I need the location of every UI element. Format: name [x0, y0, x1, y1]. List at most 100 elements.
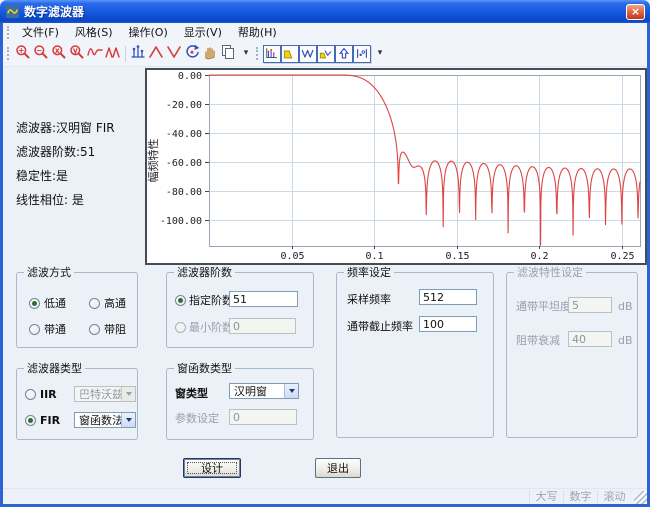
export-up-button[interactable]	[335, 43, 353, 65]
group-delay-button[interactable]	[317, 43, 335, 65]
wave-cursor-button[interactable]	[86, 43, 104, 65]
pan-hand-icon	[202, 44, 218, 63]
menu-file[interactable]: 文件(F)	[22, 26, 59, 39]
group-filter-mode: 滤波方式 低通 高通 带通 带阻	[16, 266, 138, 348]
radio-highpass-label: 高通	[104, 297, 126, 310]
toolbar-gripper	[7, 47, 10, 60]
fir-method-value: 窗函数法	[79, 414, 123, 427]
exit-button[interactable]: 退出	[315, 458, 361, 478]
cutoff-freq-label: 通带截止频率	[347, 320, 413, 333]
menu-help[interactable]: 帮助(H)	[237, 26, 277, 39]
menu-bar: 文件(F) 风格(S) 操作(O) 显示(V) 帮助(H)	[3, 23, 647, 41]
menu-view[interactable]: 显示(V)	[183, 26, 222, 39]
attenuation-label: 阻带衰减	[516, 334, 560, 347]
status-caps: 大写	[529, 490, 563, 503]
status-scroll: 滚动	[597, 490, 631, 503]
group-characteristics: 滤波特性设定 通带平坦度 dB 阻带衰减 dB	[506, 266, 638, 438]
zoom-y-icon: y	[69, 44, 85, 63]
info-filter-order: 滤波器阶数:51	[16, 145, 96, 159]
menu-operate[interactable]: 操作(O)	[128, 26, 168, 39]
specified-order-label: 指定阶数	[189, 294, 233, 307]
window-title: 数字滤波器	[24, 5, 85, 19]
svg-text:−: −	[36, 46, 42, 55]
wave-dual-cursor-icon	[105, 44, 121, 63]
magnitude-response-button[interactable]	[281, 43, 299, 65]
specified-order-input[interactable]	[229, 291, 298, 307]
toolbar-more-icon: ▾	[238, 44, 254, 63]
peak-up-button[interactable]	[147, 43, 165, 65]
group-delay-icon	[317, 44, 335, 63]
radio-bandstop[interactable]	[89, 324, 100, 335]
min-order-label: 最小阶数	[189, 321, 233, 334]
zoom-out-button[interactable]: −	[32, 43, 50, 65]
toolbar-more-button[interactable]: ▾	[237, 43, 255, 65]
menu-style[interactable]: 风格(S)	[74, 26, 113, 39]
rotate-view-button[interactable]	[183, 43, 201, 65]
flatness-label: 通带平坦度	[516, 300, 571, 313]
sampling-freq-input[interactable]	[419, 289, 477, 305]
resize-grip[interactable]	[634, 491, 647, 504]
min-order-input	[229, 318, 296, 334]
filter-info: 滤波器:汉明窗 FIR 滤波器阶数:51 稳定性:是 线性相位: 是	[16, 120, 144, 216]
group-characteristics-title: 滤波特性设定	[514, 266, 586, 279]
toolbar2-more-button[interactable]: ▾	[371, 43, 389, 65]
magnitude-response-chart[interactable]	[147, 70, 645, 263]
iir-method-dropdown: 巴特沃兹	[74, 386, 136, 402]
zoom-y-button[interactable]: y	[68, 43, 86, 65]
sampling-freq-label: 采样频率	[347, 293, 391, 306]
cutoff-freq-input[interactable]	[419, 316, 477, 332]
group-filter-type: 滤波器类型 IIR 巴特沃兹 FIR 窗函数法	[16, 362, 138, 440]
group-frequency: 频率设定 采样频率 通带截止频率	[336, 266, 494, 438]
svg-text:▾: ▾	[244, 48, 249, 58]
pan-hand-button[interactable]	[201, 43, 219, 65]
radio-specified-order[interactable]	[175, 295, 186, 306]
phase-response-button[interactable]	[299, 43, 317, 65]
radio-lowpass-label: 低通	[44, 297, 66, 310]
radio-highpass[interactable]	[89, 298, 100, 309]
peak-down-icon	[166, 44, 182, 63]
fir-method-dropdown[interactable]: 窗函数法	[74, 412, 136, 428]
group-window-fn: 窗函数类型 窗类型 汉明窗 参数设定	[166, 362, 314, 440]
chart-panel	[145, 68, 647, 265]
svg-text:x: x	[55, 46, 60, 55]
chevron-down-icon	[121, 387, 135, 401]
window-type-dropdown[interactable]: 汉明窗	[229, 383, 299, 399]
close-button[interactable]: ×	[626, 3, 645, 20]
attenuation-unit: dB	[618, 334, 633, 347]
radio-lowpass[interactable]	[29, 298, 40, 309]
copy-view-button[interactable]	[219, 43, 237, 65]
zoom-x-button[interactable]: x	[50, 43, 68, 65]
svg-text:y: y	[73, 46, 78, 55]
radio-bandpass-label: 带通	[44, 323, 66, 336]
window-type-label: 窗类型	[175, 387, 208, 400]
wave-cursor-icon	[87, 44, 103, 63]
stem-plot-button[interactable]	[129, 43, 147, 65]
export-up-icon	[335, 44, 353, 63]
radio-iir[interactable]	[25, 389, 36, 400]
zoom-in-button[interactable]: +	[14, 43, 32, 65]
chevron-down-icon[interactable]	[121, 413, 135, 427]
app-icon	[5, 4, 20, 19]
radio-bandpass[interactable]	[29, 324, 40, 335]
menu-gripper	[7, 25, 10, 39]
group-window-fn-title: 窗函数类型	[174, 362, 235, 375]
coefficients-button[interactable]	[353, 43, 371, 65]
chevron-down-icon[interactable]	[284, 384, 298, 398]
iir-label: IIR	[40, 388, 57, 401]
zoom-x-icon: x	[51, 44, 67, 63]
coefficients-icon	[353, 44, 371, 63]
rotate-view-icon	[184, 44, 200, 63]
impulse-response-icon	[263, 44, 281, 63]
wave-dual-cursor-button[interactable]	[104, 43, 122, 65]
impulse-response-button[interactable]	[263, 43, 281, 65]
peak-down-button[interactable]	[165, 43, 183, 65]
title-bar[interactable]: 数字滤波器 ×	[0, 0, 650, 23]
toolbar: + − x y ▾ ▾	[3, 41, 647, 67]
toolbar2-more-icon: ▾	[372, 44, 388, 63]
fir-label: FIR	[40, 414, 61, 427]
design-button[interactable]: 设计	[183, 458, 241, 478]
group-frequency-title: 频率设定	[344, 266, 394, 279]
phase-response-icon	[299, 44, 317, 63]
radio-fir[interactable]	[25, 415, 36, 426]
